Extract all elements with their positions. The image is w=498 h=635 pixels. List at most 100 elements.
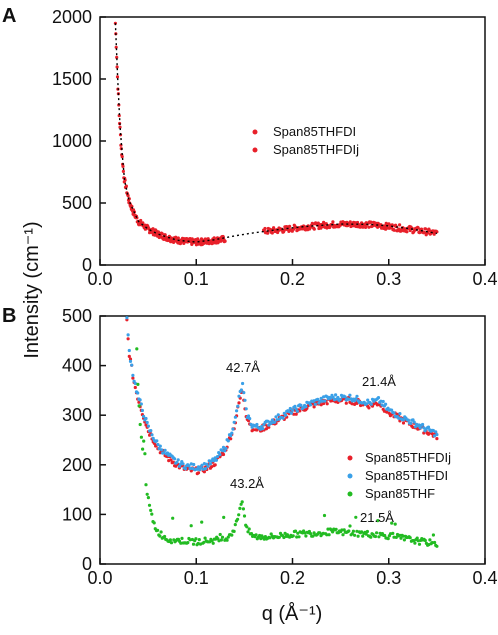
y-axis-title: Intensity (cm⁻¹) <box>21 221 43 358</box>
legend-a-marker-0 <box>252 129 258 135</box>
panel-b-series-2-point-74 <box>219 538 223 542</box>
panel-b-series-1-point-193 <box>355 394 359 398</box>
panel-b-series-0-point-74 <box>213 463 217 467</box>
panel-a-x-tick-label-3: 0.3 <box>376 269 401 289</box>
annotation-21-5: 21.5Å <box>360 510 394 525</box>
panel-a-series-1-point-13 <box>270 231 274 235</box>
panel-b-series-2-point-203 <box>369 535 373 539</box>
panel-b-series-1-point-81 <box>221 445 226 449</box>
panel-b-series-2-point-9 <box>144 483 148 487</box>
x-axis-title: q (Å⁻¹) <box>262 602 323 625</box>
panel-b-series-1-point-55 <box>190 466 195 471</box>
panel-b-series-0-point-171 <box>329 399 333 403</box>
panel-b-series-1-point-66 <box>204 467 208 471</box>
panel-b-series-2-point-97 <box>246 530 250 534</box>
panel-b-series-1-point-171 <box>329 396 333 400</box>
panel-b-series-2-point-39 <box>179 541 183 545</box>
panel-b-series-2-point-73 <box>218 532 222 537</box>
panel-b-series-1-point-211 <box>376 396 381 400</box>
panel-b-series-1-point-42 <box>175 460 179 464</box>
panel-b-series-1-point-241 <box>412 420 416 424</box>
panel-a-y-tick-label-2: 1000 <box>52 131 92 151</box>
panel-b-series-0-point-94 <box>237 401 241 405</box>
panel-b-legend: Span85THFDIj Span85THFDI Span85THF <box>347 450 451 501</box>
panel-a-series-1-point-2 <box>263 226 267 231</box>
panel-b-ticks: 0.0 0.1 0.2 0.3 0.4 0 100 200 300 400 500 <box>62 306 498 588</box>
panel-b-series-2-point-5 <box>139 435 143 439</box>
panel-a-series-0-point-19 <box>121 169 125 173</box>
panel-b-series-1-point-9 <box>136 391 140 395</box>
panel-b-series-2-point-92 <box>240 500 244 504</box>
panel-b-series-2-point-223 <box>392 535 396 539</box>
panel-b-series-1-point-7 <box>133 381 137 385</box>
panel-b-series-0-point-10 <box>137 400 141 404</box>
panel-a-series-1-point-76 <box>312 227 316 231</box>
panel-a-series-1-point-196 <box>392 228 396 232</box>
panel-b-series-1-point-91 <box>233 415 237 419</box>
panel-b-series-1-point-232 <box>401 418 406 422</box>
panel-b-series-2-point-96 <box>245 525 249 529</box>
panel-b-series-0-point-145 <box>298 409 302 413</box>
panel-a-series-0-point-2 <box>114 45 118 49</box>
panel-b-series-2-point-173 <box>334 527 338 531</box>
panel-b-series-1-point-154 <box>308 403 313 407</box>
panel-b-series-1-point-119 <box>267 423 271 427</box>
panel-b-series-1-point-26 <box>156 442 160 447</box>
panel-b-series-1-point-160 <box>316 397 320 401</box>
panel-b-series-0-point-37 <box>169 458 173 462</box>
panel-b-series-0-point-65 <box>202 470 206 474</box>
panel-b-series-1-point-99 <box>243 398 247 402</box>
panel-b-x-tick-label-1: 0.1 <box>184 568 209 588</box>
panel-b-series-2-point-7 <box>142 439 146 443</box>
panel-b-series-0-point-106 <box>251 428 255 432</box>
panel-b-series-1-point-65 <box>202 462 206 466</box>
panel-b-series-2-point-100 <box>249 532 254 536</box>
panel-b-series-1-point-69 <box>207 459 211 463</box>
panel-b-series-2-point-13 <box>149 508 153 512</box>
panel-b-series-1-point-28 <box>158 444 162 448</box>
panel-a-x-tick-label-0: 0.0 <box>87 269 112 289</box>
panel-b-series-0-point-193 <box>355 401 359 405</box>
panel-b-series-2-point-185 <box>348 524 352 528</box>
panel-b-series-2-point-254 <box>428 538 432 542</box>
panel-b-series-1-point-43 <box>176 458 180 462</box>
panel-b-series-2-point-187 <box>350 532 354 536</box>
legend-a-label-1: Span85THFDIj <box>273 142 359 157</box>
panel-b-series-1-point-56 <box>192 462 196 467</box>
panel-a-x-tick-label-4: 0.4 <box>472 269 497 289</box>
panel-b-series-2-point-221 <box>390 521 394 525</box>
panel-b-series-0-point-71 <box>210 465 214 469</box>
panel-a-series-0-point-16 <box>120 155 124 159</box>
panel-b-series-2-point-218 <box>386 537 390 541</box>
panel-b-series-2-point-19 <box>156 528 160 532</box>
panel-b-series-2-point-139 <box>295 535 299 539</box>
panel-b-series-1-point-21 <box>150 433 154 437</box>
panel-a-data <box>113 21 439 247</box>
panel-b-series-0-point-218 <box>385 410 389 414</box>
panel-b-series-2-point-32 <box>171 516 175 520</box>
panel-letter-b: B <box>2 305 16 327</box>
panel-b-data <box>125 316 439 548</box>
panel-b-series-2 <box>135 347 439 548</box>
panel-b-series-1-point-222 <box>390 408 394 412</box>
panel-b-series-2-point-6 <box>141 447 145 451</box>
panel-b-series-2-point-244 <box>416 539 420 543</box>
panel-b-series-1-point-138 <box>289 411 293 415</box>
panel-b-series-1-point-158 <box>313 402 317 406</box>
panel-b-series-2-point-243 <box>415 536 419 540</box>
panel-b-series-1-point-87 <box>229 434 233 438</box>
panel-b-series-2-point-80 <box>226 535 230 539</box>
panel-b-series-2-point-91 <box>239 502 243 506</box>
panel-b-series-2-point-199 <box>364 532 368 536</box>
panel-a-series-1-point-215 <box>405 230 409 234</box>
panel-b-x-tick-label-0: 0.0 <box>87 568 112 588</box>
panel-b-series-0-point-140 <box>292 412 296 416</box>
panel-b-series-2-point-21 <box>158 534 162 538</box>
panel-b-series-1-point-47 <box>181 462 185 466</box>
panel-a-series-1-point-171 <box>376 225 380 229</box>
panel-a-series-1-point-145 <box>358 225 362 229</box>
panel-b-series-1-point-202 <box>366 398 370 402</box>
panel-b-series-1-point-96 <box>239 388 243 392</box>
panel-b-series-2-point-124 <box>277 535 281 539</box>
